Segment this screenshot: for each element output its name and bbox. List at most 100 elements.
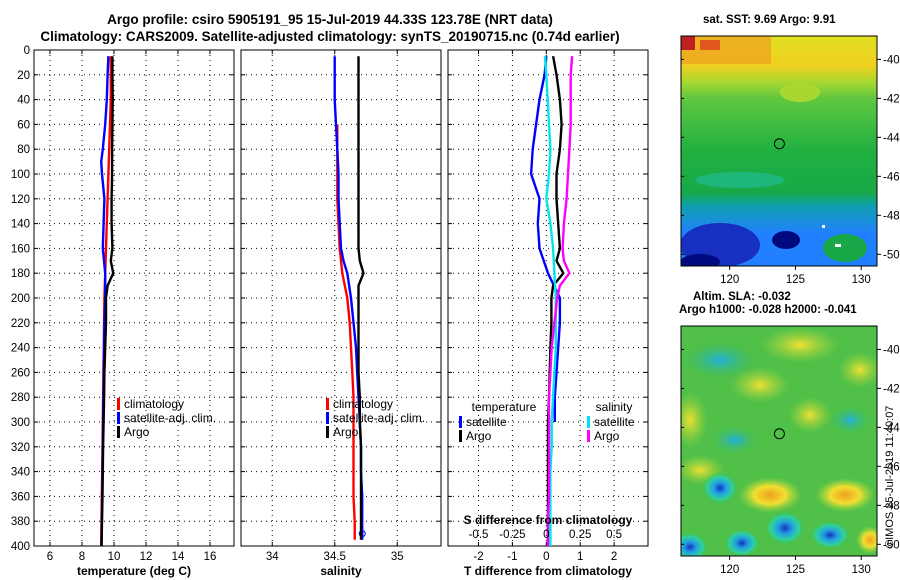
y-tick-label: 0 (24, 45, 30, 57)
legend-label: Argo (466, 429, 492, 443)
lat-tick-label: -46 (883, 171, 900, 183)
sla-anomaly (828, 405, 872, 435)
x-tick-label: 34.5 (324, 551, 346, 563)
lat-tick-label: -50 (883, 249, 900, 261)
legend-label: satellite (594, 415, 635, 429)
sst-hot-patch (681, 36, 695, 50)
y-tick-label: 300 (11, 417, 30, 429)
sla-anomaly (681, 340, 760, 380)
difference-panel: -2 -1 0 1 2T difference from climatology temp… (447, 49, 649, 578)
lat-tick-label: -40 (883, 344, 900, 356)
lat-tick-label: -40 (883, 54, 900, 66)
sla-map: -40 -42 -44 -46 -48 -50 120 125 130 (680, 325, 900, 576)
x-tick-label: 8 (79, 551, 85, 563)
sst-missing-data (822, 225, 825, 228)
legend-label: Argo (594, 429, 620, 443)
x-tick-label: -2 (473, 551, 483, 563)
sla-anomaly (815, 478, 875, 512)
x-tick-label: 2 (611, 551, 617, 563)
sla-anomaly (738, 477, 802, 513)
y-tick-label: 400 (11, 541, 30, 553)
legend-label: satellite (466, 415, 507, 429)
legend-label: satellite-adj. clim. (333, 411, 425, 425)
y-tick-label: 260 (11, 367, 30, 379)
y-tick-label: 220 (11, 318, 30, 330)
legend-swatch-argo (326, 426, 329, 438)
lon-tick-label: 125 (786, 564, 805, 576)
x-tick-label: 34 (266, 551, 279, 563)
y-tick-label: 240 (11, 343, 30, 355)
figure-title-line-2: Climatology: CARS2009. Satellite-adjuste… (40, 29, 620, 44)
legend-label: satellite-adj. clim. (124, 411, 216, 425)
x-tick-label: -1 (507, 551, 517, 563)
sst-map-title: sat. SST: 9.69 Argo: 9.91 (703, 14, 836, 26)
x-axis-label: temperature (deg C) (77, 564, 191, 578)
series-line-climatology (336, 124, 356, 540)
series-group (529, 55, 574, 546)
y-tick-label: 100 (11, 169, 30, 181)
sst-map: -40 -42 -44 -46 -48 -50 120 125 130 (680, 35, 900, 286)
sst-warm-patch (681, 36, 771, 64)
secondary-tick-label: 0.25 (569, 529, 591, 541)
x-tick-label: 6 (47, 551, 53, 563)
x-tick-label: 12 (140, 551, 153, 563)
y-tick-label: 280 (11, 392, 30, 404)
legend-title-salinity: salinity (596, 400, 633, 414)
series-group (333, 56, 366, 540)
x-tick-label: 0 (543, 551, 549, 563)
sla-argo-marker (773, 428, 785, 440)
legend-label: Argo (124, 425, 150, 439)
legend-swatch-s-s_satellite (587, 416, 590, 428)
secondary-axis-label: S difference from climatology (464, 513, 633, 527)
y-tick-label: 140 (11, 219, 30, 231)
x-tick-label: 16 (204, 551, 217, 563)
y-tick-label: 120 (11, 194, 30, 206)
lon-tick-label: 130 (852, 274, 871, 286)
y-tick-label: 180 (11, 268, 30, 280)
sla-anomaly (710, 425, 760, 455)
x-tick-label: 35 (391, 551, 404, 563)
legend-label: climatology (124, 397, 184, 411)
y-tick-label: 380 (11, 516, 30, 528)
x-axis-label: T difference from climatology (464, 564, 632, 578)
legend-label: Argo (333, 425, 359, 439)
lat-tick-label: -46 (883, 461, 900, 473)
sla-map-subtitle: Argo h1000: -0.028 h2000: -0.041 (679, 304, 857, 316)
y-tick-label: 80 (17, 144, 30, 156)
sst-cold-core (681, 254, 720, 266)
x-tick-label: 10 (108, 551, 121, 563)
secondary-tick-label: 0.5 (606, 529, 622, 541)
secondary-tick-label: 0 (543, 529, 549, 541)
y-tick-label: 360 (11, 491, 30, 503)
y-tick-label: 60 (17, 119, 30, 131)
lat-tick-label: -42 (883, 383, 900, 395)
figure-title-line-1: Argo profile: csiro 5905191_95 15-Jul-20… (107, 12, 553, 27)
sst-cold-eddy-2 (772, 231, 800, 249)
legend-swatch-argo (117, 426, 120, 438)
sla-anomaly (760, 327, 840, 363)
sla-anomaly (810, 521, 850, 549)
legend-swatch-t-satellite (459, 416, 462, 428)
lat-tick-label: -44 (883, 132, 900, 144)
lat-tick-label: -48 (883, 210, 900, 222)
lat-tick-label: -44 (883, 422, 900, 434)
sst-map-frame (680, 35, 878, 267)
series-line-argo (357, 56, 365, 540)
y-tick-label: 20 (17, 70, 30, 82)
lat-tick-label: -48 (883, 500, 900, 512)
sst-missing-data (835, 244, 841, 247)
sst-yellow-green-patch (780, 82, 820, 102)
salinity-panel: 34 34.5 35 salinity climatologysatellite-adj… (240, 49, 442, 578)
sla-anomaly (856, 526, 877, 554)
sla-anomaly (765, 511, 805, 545)
x-axis-label: salinity (320, 564, 362, 578)
sla-anomaly (788, 397, 832, 433)
secondary-tick-label: -0.25 (499, 529, 525, 541)
legend-swatch-s-s_argo (587, 430, 590, 442)
sla-anomaly (724, 529, 760, 556)
sla-anomaly (681, 532, 708, 556)
secondary-tick-label: -0.5 (469, 529, 489, 541)
sla-anomaly (702, 472, 738, 504)
sla-anomaly (838, 352, 877, 388)
